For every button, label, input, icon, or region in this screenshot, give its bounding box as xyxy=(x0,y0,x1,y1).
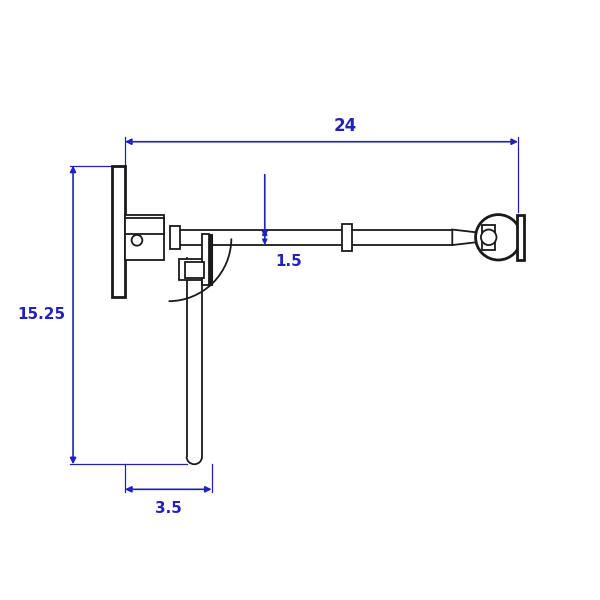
Text: 1.5: 1.5 xyxy=(275,254,302,269)
Text: 15.25: 15.25 xyxy=(18,307,66,322)
Bar xyxy=(517,215,524,260)
Bar xyxy=(125,215,164,260)
Bar xyxy=(179,259,210,280)
Bar xyxy=(209,235,212,285)
Text: 3.5: 3.5 xyxy=(155,501,182,516)
Bar xyxy=(185,262,204,278)
Circle shape xyxy=(131,235,142,245)
Bar xyxy=(112,166,125,297)
Bar xyxy=(170,226,180,248)
Circle shape xyxy=(476,215,521,260)
Bar xyxy=(202,235,209,285)
Polygon shape xyxy=(452,230,482,245)
Text: 24: 24 xyxy=(334,116,357,134)
Circle shape xyxy=(481,230,496,245)
Bar xyxy=(125,218,164,235)
Bar xyxy=(482,225,495,250)
Bar xyxy=(343,224,352,251)
